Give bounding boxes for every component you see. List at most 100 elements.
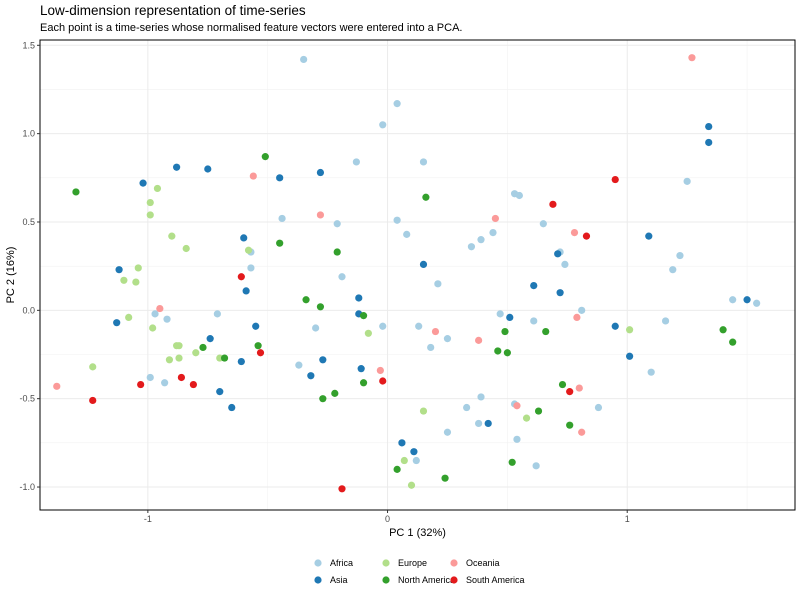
data-point: [137, 380, 145, 389]
data-point: [379, 377, 387, 385]
data-point: [153, 184, 162, 193]
data-point: [192, 349, 200, 357]
data-point: [173, 163, 181, 171]
data-point: [249, 172, 257, 180]
legend-label: Europe: [398, 558, 427, 568]
data-point: [463, 403, 471, 412]
data-point: [125, 313, 133, 322]
data-point: [134, 264, 142, 272]
x-axis-label: PC 1 (32%): [389, 527, 446, 539]
data-point: [146, 373, 154, 382]
data-point: [532, 462, 540, 470]
data-point: [213, 310, 221, 318]
data-point: [422, 193, 430, 201]
data-point: [204, 165, 212, 173]
data-point: [501, 327, 509, 336]
data-point: [53, 382, 61, 390]
data-point: [316, 303, 325, 311]
data-point: [237, 273, 245, 281]
data-point: [419, 158, 428, 166]
data-point: [220, 354, 229, 362]
data-point: [352, 158, 360, 166]
data-point: [645, 232, 653, 240]
data-point: [331, 389, 339, 397]
data-point: [393, 216, 401, 224]
data-point: [319, 356, 327, 364]
y-tick-label: 0.5: [22, 217, 35, 227]
y-tick-label: 1.5: [22, 40, 35, 50]
data-point: [407, 481, 416, 489]
data-point: [216, 388, 224, 396]
data-point: [364, 329, 372, 337]
data-point: [443, 428, 452, 436]
data-point: [300, 55, 308, 64]
data-point: [719, 326, 727, 334]
data-point: [467, 243, 476, 251]
data-point: [743, 296, 751, 304]
data-point: [175, 342, 183, 350]
data-point: [113, 319, 121, 327]
data-point: [333, 220, 341, 228]
data-point: [412, 456, 420, 465]
data-point: [316, 168, 325, 177]
y-axis-ticks: -1.0 -0.5 0.0 0.5 1.0 1.5: [19, 40, 40, 492]
data-point: [419, 407, 428, 415]
data-point: [261, 153, 269, 161]
data-point: [403, 230, 411, 238]
data-point: [228, 403, 236, 412]
data-point: [240, 234, 248, 242]
legend-label: Oceania: [466, 558, 500, 568]
legend-key: [314, 576, 322, 584]
data-point: [561, 260, 569, 268]
data-point: [558, 380, 567, 389]
data-point: [175, 354, 183, 362]
data-point: [165, 356, 174, 364]
data-point: [489, 228, 497, 237]
data-point: [379, 322, 387, 330]
data-point: [683, 177, 691, 185]
data-point: [132, 278, 140, 286]
data-point: [554, 250, 562, 258]
data-point: [206, 335, 214, 343]
data-point: [566, 421, 574, 429]
data-point: [120, 276, 128, 284]
legend-label: North America: [398, 575, 455, 585]
data-point: [254, 342, 262, 350]
legend-key: [450, 559, 458, 567]
data-point: [611, 322, 619, 330]
data-point: [199, 343, 207, 352]
data-point: [161, 379, 169, 387]
data-point: [146, 211, 154, 219]
data-point: [307, 372, 315, 380]
data-point: [729, 338, 737, 346]
data-point: [661, 317, 670, 325]
data-point: [89, 396, 97, 405]
y-tick-label: 1.0: [22, 129, 35, 139]
data-point: [312, 324, 320, 332]
data-point: [431, 327, 440, 336]
data-point: [276, 174, 284, 182]
data-point: [508, 458, 516, 466]
legend: Africa Asia Europe North America Oceania Sout…: [314, 558, 525, 585]
y-axis-label: PC 2 (16%): [5, 247, 17, 304]
data-point: [515, 191, 523, 200]
data-point: [676, 251, 684, 260]
x-tick-label: 0: [385, 514, 390, 524]
data-point: [582, 232, 591, 240]
legend-key: [314, 559, 322, 567]
data-point: [156, 304, 164, 313]
data-point: [244, 246, 253, 254]
data-point: [477, 236, 485, 244]
data-point: [247, 264, 255, 272]
data-point: [295, 361, 303, 369]
data-point: [415, 322, 423, 330]
data-point: [484, 419, 492, 428]
data-point: [556, 289, 564, 297]
data-point: [503, 349, 511, 357]
data-point: [669, 266, 677, 274]
data-point: [177, 373, 186, 382]
data-point: [359, 312, 368, 320]
data-point: [506, 313, 514, 322]
data-point: [393, 100, 401, 108]
